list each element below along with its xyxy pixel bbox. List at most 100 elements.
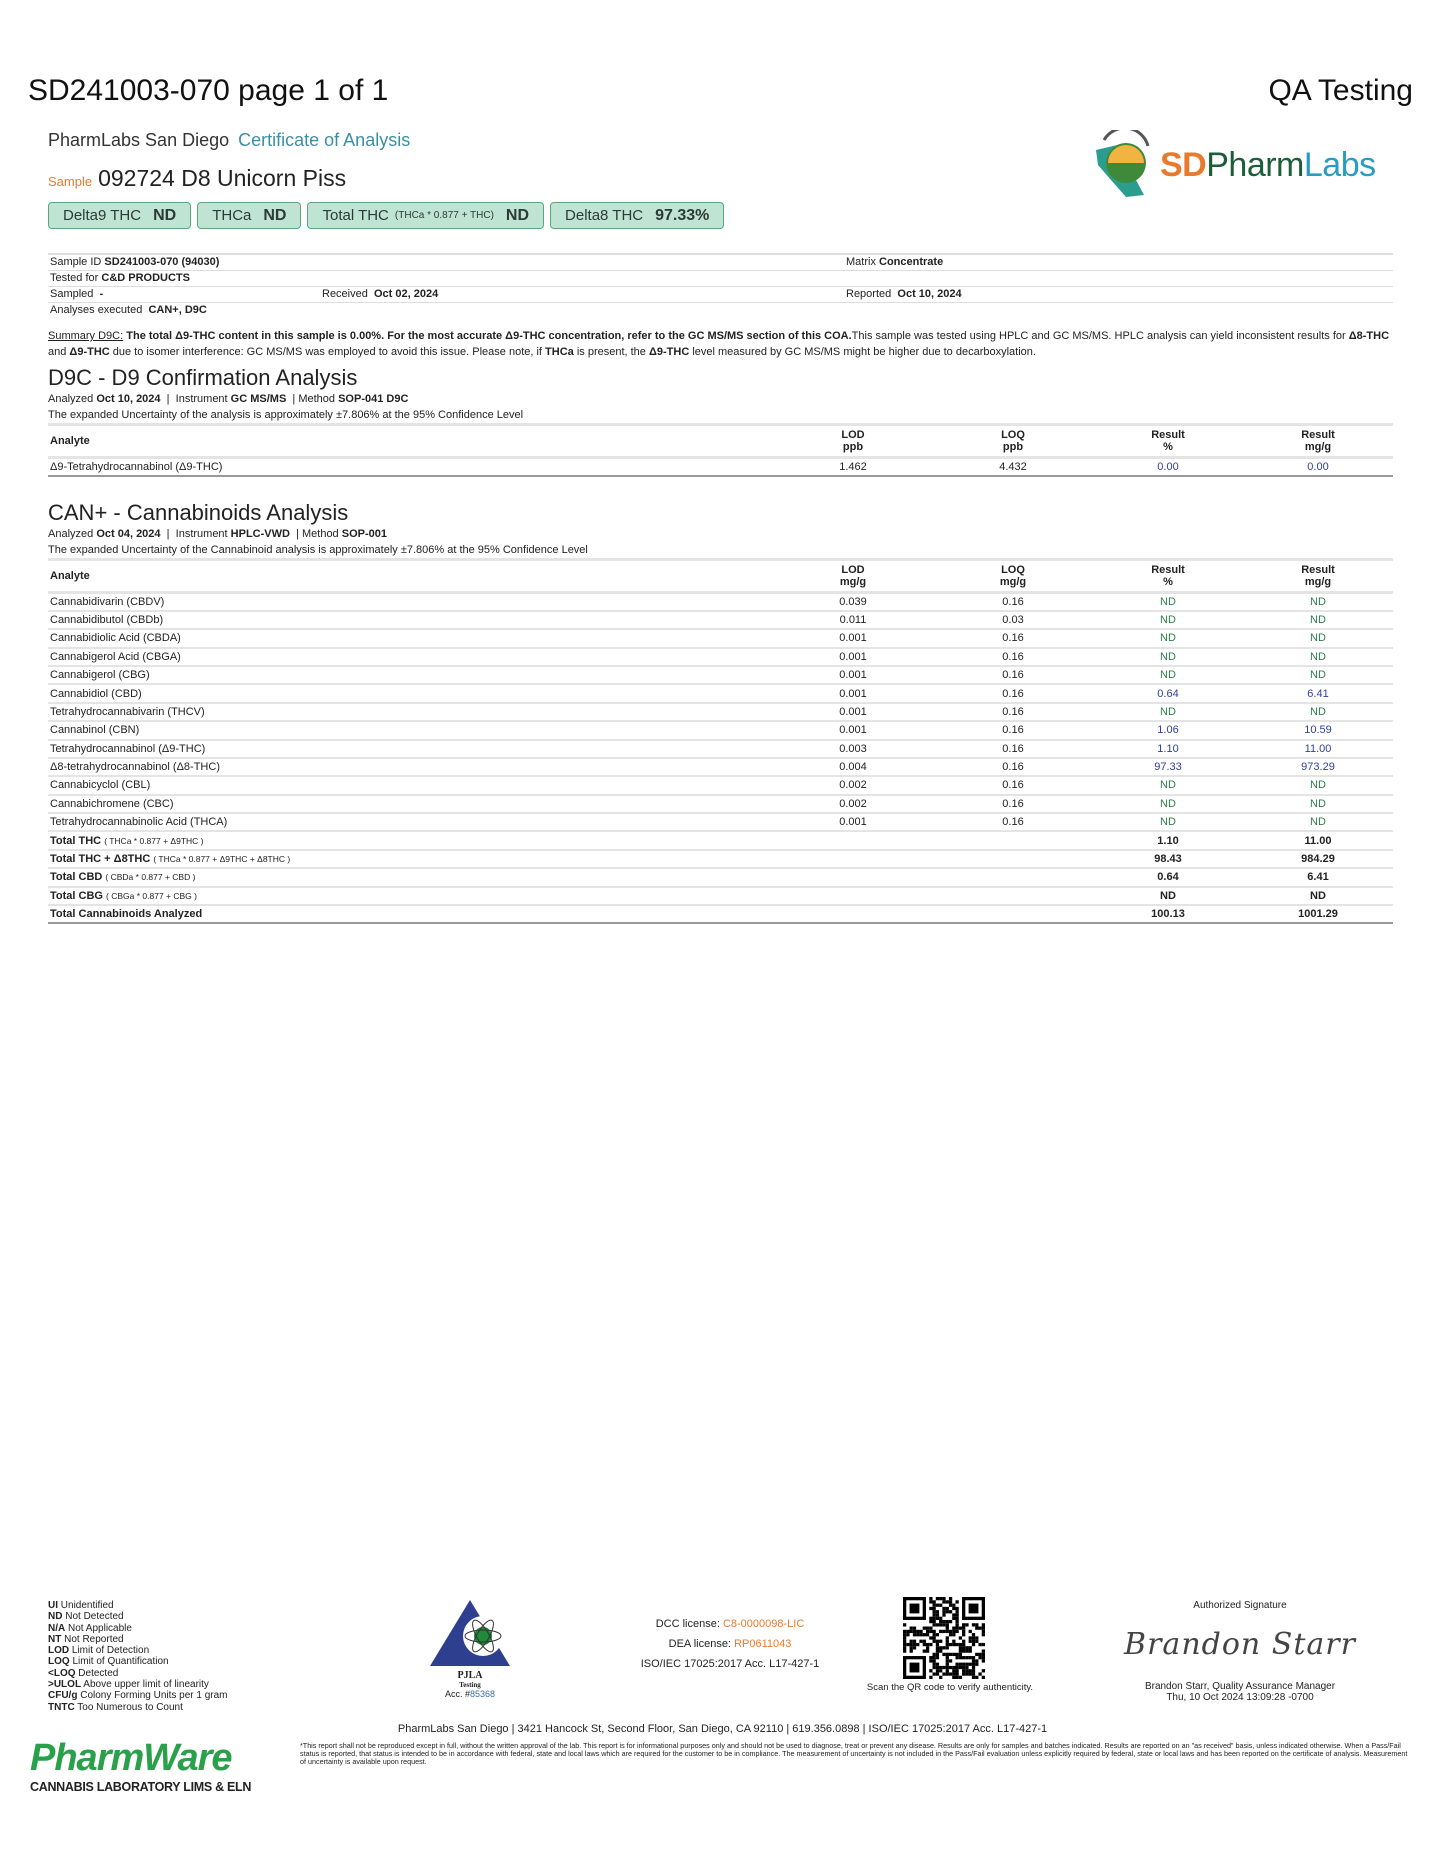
result-percent-cell: ND <box>1093 610 1243 631</box>
lod-cell: 0.004 <box>773 757 933 778</box>
table-row: Cannabicyclol (CBL) 0.002 0.16 ND ND <box>48 776 1393 796</box>
total-row: Total THC + Δ8THC ( THCa * 0.877 + Δ9THC… <box>48 849 1393 870</box>
sample-id-label: Sample ID <box>50 256 102 268</box>
badge-label: Total THC <box>322 207 389 224</box>
legend-text: Detected <box>78 1667 119 1679</box>
loq-cell <box>933 905 1093 925</box>
can-meta: Analyzed Oct 04, 2024 | Instrument HPLC-… <box>48 527 387 540</box>
column-header: Result % <box>1093 557 1243 594</box>
received-value: Oct 02, 2024 <box>373 288 439 300</box>
table-header-row: Analyte LOD mg/g LOQ mg/g Result % Result mg… <box>48 557 1393 594</box>
badge-thca: THCa ND <box>197 202 302 229</box>
pjla-name: PJLA <box>457 1670 483 1681</box>
total-label-cell: Total CBD ( CBDa * 0.877 + CBD ) <box>48 868 773 888</box>
pjla-acc-number: 85368 <box>469 1689 496 1699</box>
loq-cell <box>933 886 1093 907</box>
legend-text: Colony Forming Units per 1 gram <box>80 1690 228 1702</box>
pjla-accreditation: PJLA Testing Acc. #85368 <box>425 1598 515 1699</box>
badge-value: ND <box>263 206 287 224</box>
analyte-cell: Δ8-tetrahydrocannabinol (Δ8-THC) <box>48 757 773 778</box>
legend-item: UI Unidentified <box>48 1600 228 1611</box>
result-percent-cell: 1.06 <box>1093 721 1243 741</box>
reported-value: Oct 10, 2024 <box>897 288 962 300</box>
can-results-table: Analyte LOD mg/g LOQ mg/g Result % Result mg… <box>48 557 1393 925</box>
instrument-label: Instrument <box>175 527 228 540</box>
analyte-cell: Cannabidivarin (CBDV) <box>48 592 773 612</box>
result-percent-cell: 100.13 <box>1093 905 1243 925</box>
instrument-label: Instrument <box>175 393 228 405</box>
analyte-cell: Cannabidibutol (CBDb) <box>48 610 773 631</box>
instrument-value: HPLC-VWD <box>230 527 290 540</box>
licenses: DCC license: C8-0000098-LIC DEA license:… <box>600 1614 860 1674</box>
result-mg-cell: ND <box>1243 702 1393 723</box>
analyte-cell: Cannabigerol (CBG) <box>48 665 773 686</box>
result-percent-cell: ND <box>1093 647 1243 667</box>
table-row: Cannabigerol Acid (CBGA) 0.001 0.16 ND ND <box>48 647 1393 667</box>
result-percent-cell: ND <box>1093 665 1243 686</box>
document-title: SD241003-070 page 1 of 1 <box>28 74 389 107</box>
summary-text: is present, the <box>573 346 649 358</box>
loq-cell <box>933 868 1093 888</box>
table-row: Tetrahydrocannabivarin (THCV) 0.001 0.16 ND… <box>48 702 1393 723</box>
handwritten-signature: Brandon Starr <box>1124 1627 1356 1662</box>
summary-text: level measured by GC MS/MS might be high… <box>689 346 1036 358</box>
logo-pharm-text: Pharm <box>1206 145 1304 184</box>
sampled-label: Sampled <box>50 288 94 300</box>
result-mg-cell: 984.29 <box>1243 849 1393 870</box>
lod-cell: 0.001 <box>773 721 933 741</box>
analyte-cell: Cannabinol (CBN) <box>48 721 773 741</box>
result-mg-cell: ND <box>1243 665 1393 686</box>
analyte-cell: Cannabidiol (CBD) <box>48 684 773 704</box>
analyte-cell: Cannabidiolic Acid (CBDA) <box>48 629 773 649</box>
loq-cell <box>933 831 1093 851</box>
loq-cell: 0.16 <box>933 776 1093 796</box>
result-percent-cell: ND <box>1093 886 1243 907</box>
result-percent-cell: ND <box>1093 702 1243 723</box>
loq-cell: 0.16 <box>933 757 1093 778</box>
method-value: SOP-001 <box>341 527 387 540</box>
signature-label: Authorized Signature <box>1193 1600 1287 1611</box>
loq-cell: 0.16 <box>933 794 1093 815</box>
qr-code[interactable] <box>903 1597 985 1684</box>
result-percent-cell: 1.10 <box>1093 739 1243 759</box>
loq-cell: 0.16 <box>933 592 1093 612</box>
d9c-meta: Analyzed Oct 10, 2024 | Instrument GC MS… <box>48 393 409 405</box>
instrument-value: GC MS/MS <box>230 393 287 405</box>
analyzed-label: Analyzed <box>48 393 94 405</box>
legend-abbr: NT <box>48 1633 62 1645</box>
column-header: LOQ mg/g <box>933 557 1093 594</box>
loq-cell: 0.16 <box>933 813 1093 833</box>
total-label: Total Cannabinoids Analyzed <box>50 908 203 921</box>
d9c-results-table: Analyte LOD ppb LOQ ppb Result % Result mg/g… <box>48 423 1393 477</box>
loq-cell: 4.432 <box>933 457 1093 477</box>
table-row: Cannabigerol (CBG) 0.001 0.16 ND ND <box>48 665 1393 686</box>
analyte-cell: Δ9-Tetrahydrocannabinol (Δ9-THC) <box>48 457 773 477</box>
logo-labs-text: Labs <box>1303 145 1376 184</box>
result-mg-cell: ND <box>1243 813 1393 833</box>
loq-cell: 0.16 <box>933 684 1093 704</box>
summary-text: Δ9-THC <box>648 346 690 358</box>
column-header: Analyte <box>48 557 773 594</box>
legend-item: CFU/g Colony Forming Units per 1 gram <box>48 1690 228 1701</box>
result-percent-cell: 0.64 <box>1093 868 1243 888</box>
lod-cell: 0.001 <box>773 629 933 649</box>
loq-cell: 0.16 <box>933 629 1093 649</box>
result-percent-cell: 0.00 <box>1093 457 1243 477</box>
pjla-sub: Testing <box>459 1681 481 1689</box>
analyzed-value: Oct 10, 2024 <box>96 393 161 405</box>
column-header: Result mg/g <box>1243 557 1393 594</box>
column-header: LOD ppb <box>773 423 933 459</box>
loq-cell: 0.16 <box>933 721 1093 741</box>
analyte-cell: Cannabigerol Acid (CBGA) <box>48 647 773 667</box>
result-mg-cell: 6.41 <box>1243 684 1393 704</box>
badge-label: Delta9 THC <box>63 207 142 224</box>
table-row: Tetrahydrocannabinolic Acid (THCA) 0.001 0… <box>48 813 1393 833</box>
analyzed-value: Oct 04, 2024 <box>96 527 161 540</box>
badge-total-thc: Total THC (THCa * 0.877 + THC) ND <box>307 202 545 229</box>
result-mg-cell: 11.00 <box>1243 739 1393 759</box>
result-mg-cell: 6.41 <box>1243 868 1393 888</box>
legend-item: NT Not Reported <box>48 1634 228 1645</box>
signature-block: Authorized Signature Brandon Starr Brand… <box>1090 1600 1390 1703</box>
footer-address: PharmLabs San Diego | 3421 Hancock St, S… <box>397 1723 1048 1735</box>
logo-wordmark: SDPharmLabs <box>1160 146 1376 185</box>
